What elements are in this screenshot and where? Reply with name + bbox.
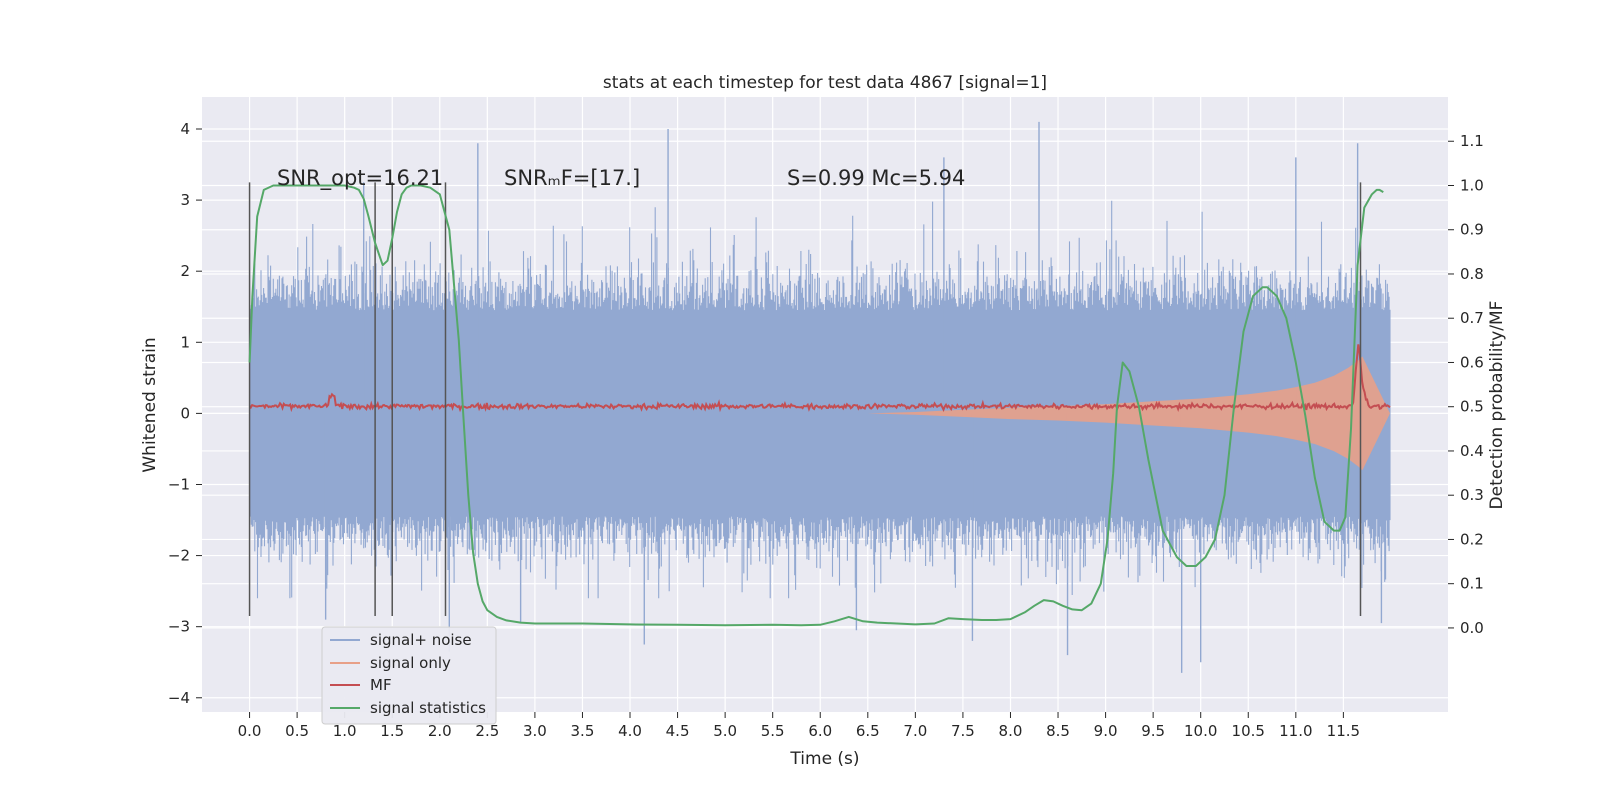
x-tick-label: 11.0 xyxy=(1279,722,1312,740)
legend: signal+ noise signal only MF signal stat… xyxy=(321,626,497,725)
y2-axis-label: Detection probability/MF xyxy=(1487,301,1507,510)
legend-label-signal-only: signal only xyxy=(370,654,451,672)
y-tick-label: −1 xyxy=(168,475,190,493)
y2-tick-label: 0.3 xyxy=(1460,486,1484,504)
mf-layer xyxy=(248,344,1391,413)
x-tick-label: 7.0 xyxy=(903,722,927,740)
y-tick-label: −4 xyxy=(168,689,190,707)
x-tick-label: 2.0 xyxy=(428,722,452,740)
x-tick-label: 0.5 xyxy=(285,722,309,740)
y-tick-label: −2 xyxy=(168,547,190,565)
annotation-snr-opt: SNR_opt=16.21 xyxy=(277,166,443,191)
y-tick-label: 4 xyxy=(180,120,190,138)
x-tick-label: 11.5 xyxy=(1327,722,1360,740)
tick-layer: 0.0 0.5 1.0 1.5 2.0 2.5 3.0 3.5 4.0 4.5 5.0 5.5 6.0 6… xyxy=(168,120,1484,740)
marker-layer xyxy=(248,182,1362,617)
x-tick-label: 5.5 xyxy=(761,722,785,740)
y2-tick-label: 0.0 xyxy=(1460,619,1484,637)
y-tick-label: −3 xyxy=(168,618,190,636)
x-tick-label: 4.0 xyxy=(618,722,642,740)
series-signal-only xyxy=(867,356,1390,471)
y2-tick-label: 0.6 xyxy=(1460,353,1484,371)
series-signal-statistics xyxy=(248,184,1384,627)
x-tick-label: 10.5 xyxy=(1232,722,1265,740)
legend-label-mf: MF xyxy=(370,676,392,694)
y-tick-label: 0 xyxy=(180,404,190,422)
x-tick-label: 8.0 xyxy=(999,722,1023,740)
x-tick-label: 6.5 xyxy=(856,722,880,740)
stats-layer xyxy=(248,184,1384,627)
legend-label-signal-statistics: signal statistics xyxy=(370,699,486,717)
y2-tick-label: 0.9 xyxy=(1460,221,1484,239)
series-mf xyxy=(248,344,1391,413)
x-tick-label: 9.0 xyxy=(1094,722,1118,740)
y2-tick-label: 1.0 xyxy=(1460,176,1484,194)
y-tick-label: 1 xyxy=(180,333,190,351)
x-tick-label: 7.5 xyxy=(951,722,975,740)
x-tick-label: 1.0 xyxy=(333,722,357,740)
y-tick-label: 3 xyxy=(180,191,190,209)
x-tick-label: 0.0 xyxy=(238,722,262,740)
x-tick-label: 3.0 xyxy=(523,722,547,740)
y-axis-label: Whitened strain xyxy=(140,337,160,472)
annotation-snr-mf: SNRₘF=[17.] xyxy=(504,166,640,190)
y2-tick-label: 0.4 xyxy=(1460,442,1484,460)
legend-label-signal-noise: signal+ noise xyxy=(370,631,472,649)
x-tick-label: 4.5 xyxy=(666,722,690,740)
legend-box xyxy=(321,626,497,725)
y2-tick-label: 0.5 xyxy=(1460,398,1484,416)
x-tick-label: 8.5 xyxy=(1046,722,1070,740)
x-tick-label: 6.0 xyxy=(808,722,832,740)
y-tick-label: 2 xyxy=(180,262,190,280)
annotation-s-mc: S=0.99 Mc=5.94 xyxy=(787,166,965,190)
x-tick-label: 5.0 xyxy=(713,722,737,740)
signal-layer xyxy=(867,356,1390,471)
y2-tick-label: 0.7 xyxy=(1460,309,1484,327)
y2-tick-label: 1.1 xyxy=(1460,132,1484,150)
x-axis-label: Time (s) xyxy=(789,749,859,769)
y2-tick-label: 0.2 xyxy=(1460,530,1484,548)
chart-title: stats at each timestep for test data 486… xyxy=(603,73,1047,93)
y2-tick-label: 0.1 xyxy=(1460,575,1484,593)
x-tick-label: 2.5 xyxy=(475,722,499,740)
x-tick-label: 9.5 xyxy=(1141,722,1165,740)
y2-tick-label: 0.8 xyxy=(1460,265,1484,283)
x-tick-label: 3.5 xyxy=(571,722,595,740)
x-tick-label: 10.0 xyxy=(1184,722,1217,740)
x-tick-label: 1.5 xyxy=(380,722,404,740)
